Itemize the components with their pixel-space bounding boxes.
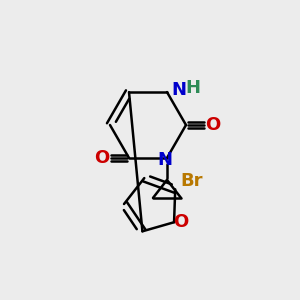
Text: H: H [185, 79, 200, 97]
Text: N: N [171, 81, 186, 99]
Text: O: O [173, 213, 189, 231]
Text: O: O [206, 116, 220, 134]
Text: Br: Br [180, 172, 203, 190]
Text: O: O [94, 149, 110, 167]
Text: N: N [158, 151, 172, 169]
